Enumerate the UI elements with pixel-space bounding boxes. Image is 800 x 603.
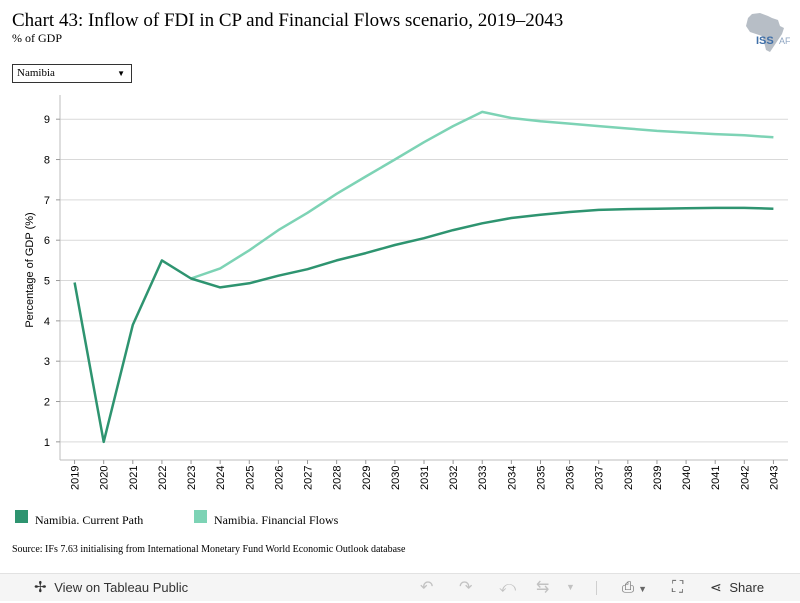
x-tick-label: 2020 — [99, 466, 111, 490]
dropdown-arrow-icon[interactable]: ▼ — [117, 69, 125, 78]
tableau-icon: ✢ — [34, 579, 47, 596]
undo-icon[interactable]: ↶ — [420, 579, 434, 596]
iss-africa-logo: ISS AF — [746, 13, 790, 52]
x-tick-label: 2029 — [361, 466, 373, 490]
x-tick-label: 2039 — [652, 466, 664, 490]
y-tick-label: 7 — [44, 195, 50, 207]
share-icon: ⋖ — [710, 579, 722, 595]
legend-label-current-path: Namibia. Current Path — [35, 513, 144, 527]
y-axis-label: Percentage of GDP (%) — [24, 212, 36, 327]
legend-item-financial-flows[interactable]: Namibia. Financial Flows — [194, 510, 364, 527]
fullscreen-icon[interactable]: ⛶ — [672, 579, 684, 596]
legend-swatch-current-path — [15, 510, 28, 523]
gridlines — [60, 118, 788, 443]
country-filter-value: Namibia — [17, 67, 55, 79]
x-tick-label: 2041 — [710, 466, 722, 490]
view-on-tableau-button[interactable]: ✢ View on Tableau Public — [34, 574, 188, 601]
x-tick-label: 2019 — [70, 466, 82, 490]
x-tick-label: 2042 — [739, 466, 751, 490]
x-tick-label: 2043 — [768, 466, 780, 490]
y-tick-label: 9 — [44, 114, 50, 126]
chevron-down-icon[interactable]: ▼ — [566, 582, 575, 592]
legend-swatch-financial-flows — [194, 510, 207, 523]
redo-icon[interactable]: ↷ — [459, 579, 473, 596]
x-tick-label: 2027 — [303, 466, 315, 490]
axes — [59, 95, 788, 461]
series-line-financial-flows[interactable] — [190, 110, 774, 280]
toolbar-divider — [596, 581, 597, 595]
x-tick-label: 2023 — [186, 466, 198, 490]
x-tick-label: 2035 — [535, 466, 547, 490]
x-tick-label: 2036 — [565, 466, 577, 490]
x-tick-label: 2034 — [506, 466, 518, 490]
svg-text:AF: AF — [779, 36, 790, 46]
x-tick-label: 2030 — [390, 466, 402, 490]
country-filter-dropdown[interactable]: Namibia ▼ — [12, 64, 132, 83]
svg-text:ISS: ISS — [756, 35, 774, 47]
y-tick-label: 2 — [44, 397, 50, 409]
source-note: Source: IFs 7.63 initialising from Inter… — [12, 544, 406, 555]
tableau-toolbar: ✢ View on Tableau Public ↶ ↷ ⤺ ⇆ ▼ ⎙ ▼ ⛶… — [0, 573, 800, 601]
x-tick-label: 2040 — [681, 466, 693, 490]
y-tick-label: 1 — [44, 437, 50, 449]
x-tick-label: 2037 — [594, 466, 606, 490]
share-label: Share — [729, 580, 765, 595]
y-tick-label: 4 — [44, 316, 50, 328]
share-button[interactable]: ⋖ Share — [710, 574, 764, 601]
x-tick-label: 2024 — [215, 466, 227, 490]
revert-icon[interactable]: ⤺ — [499, 579, 517, 596]
legend-item-current-path[interactable]: Namibia. Current Path — [15, 510, 175, 527]
x-tick-label: 2031 — [419, 466, 431, 490]
refresh-icon[interactable]: ⇆ — [536, 579, 550, 596]
x-tick-label: 2025 — [244, 466, 256, 490]
x-tick-label: 2022 — [157, 466, 169, 490]
x-tick-label: 2038 — [623, 466, 635, 490]
x-ticks: 2019 2020 2021 2022 2023 2024 2025 2026 2027 2028… — [70, 460, 780, 490]
chart-subtitle: % of GDP — [12, 31, 62, 45]
x-tick-label: 2028 — [332, 466, 344, 490]
chart-title: Chart 43: Inflow of FDI in CP and Financ… — [12, 10, 564, 31]
download-icon[interactable]: ⎙ ▼ — [622, 579, 648, 596]
y-tick-label: 3 — [44, 356, 50, 368]
legend-label-financial-flows: Namibia. Financial Flows — [214, 513, 339, 527]
y-tick-label: 5 — [44, 276, 50, 288]
x-tick-label: 2032 — [448, 466, 460, 490]
y-tick-label: 8 — [44, 155, 50, 167]
y-ticks: 1 2 3 4 5 6 7 8 9 — [44, 114, 60, 449]
x-tick-label: 2033 — [477, 466, 489, 490]
x-tick-label: 2026 — [273, 466, 285, 490]
x-tick-label: 2021 — [128, 466, 140, 490]
series-line-current-path[interactable] — [73, 206, 774, 444]
view-on-tableau-label: View on Tableau Public — [54, 580, 189, 595]
series-lines — [73, 110, 774, 444]
y-tick-label: 6 — [44, 235, 50, 247]
